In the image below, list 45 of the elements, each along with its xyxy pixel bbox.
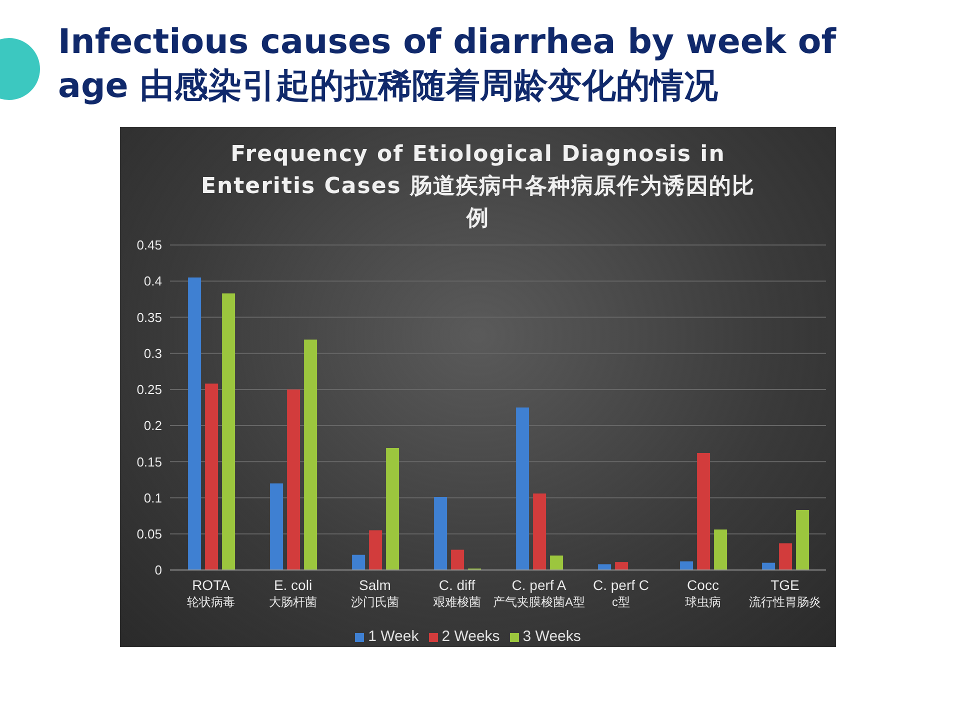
y-tick-label: 0.2 bbox=[144, 418, 162, 434]
bar bbox=[369, 530, 382, 570]
y-tick-label: 0.4 bbox=[144, 274, 162, 289]
x-tick-label: Cocc 球虫病 bbox=[685, 577, 721, 609]
bar bbox=[451, 550, 464, 570]
bar bbox=[779, 543, 792, 570]
x-tick-label: C. diff 艰难梭菌 bbox=[433, 577, 481, 609]
y-tick-label: 0.05 bbox=[136, 526, 162, 542]
bar bbox=[615, 562, 628, 570]
y-tick-label: 0.3 bbox=[144, 346, 162, 361]
bar bbox=[352, 554, 366, 570]
bar bbox=[270, 483, 284, 570]
chart-title: Infectious causes of diarrhea by week of age 由感染引起的拉稀随着周龄变化的情况 bbox=[58, 21, 838, 108]
x-tick-label: TGE 流行性胃肠炎 bbox=[749, 577, 821, 609]
legend-label: 1 Week bbox=[368, 628, 419, 645]
bar bbox=[434, 497, 448, 570]
bar bbox=[762, 562, 776, 570]
chart-subtitle: Frequency of Etiological Diagnosis in Enteritis Cases 肠道疾病中各种病原作为诱因的比例 bbox=[200, 141, 756, 233]
bar bbox=[386, 448, 400, 570]
y-tick-label: 0.35 bbox=[136, 310, 162, 325]
legend-label: 3 Weeks bbox=[522, 628, 581, 645]
x-tick-label: Salm 沙门氏菌 bbox=[351, 577, 399, 609]
x-tick-label: C. perf C c型 bbox=[592, 577, 650, 609]
bar bbox=[222, 293, 236, 570]
bar bbox=[796, 510, 810, 570]
y-tick-label: 0.1 bbox=[144, 490, 162, 506]
bar bbox=[598, 564, 612, 570]
bar bbox=[697, 453, 710, 570]
y-tick-label: 0.15 bbox=[136, 454, 162, 470]
bar bbox=[680, 561, 694, 570]
bar bbox=[550, 556, 564, 570]
bar bbox=[205, 384, 218, 570]
bar bbox=[533, 493, 546, 570]
bar bbox=[516, 408, 530, 570]
x-tick-label: E. coli 大肠杆菌 bbox=[269, 577, 317, 609]
y-tick-label: 0.25 bbox=[136, 382, 162, 398]
bar bbox=[304, 340, 318, 570]
bar bbox=[714, 530, 728, 570]
y-tick-label: 0.45 bbox=[136, 238, 162, 253]
bar bbox=[287, 389, 300, 570]
x-tick-label: ROTA 轮状病毒 bbox=[187, 577, 235, 609]
x-tick-label: C. perf A 产气夹膜梭菌A型 bbox=[492, 577, 586, 609]
y-tick-label: 0 bbox=[154, 562, 162, 578]
legend-label: 2 Weeks bbox=[442, 628, 500, 645]
bar bbox=[188, 278, 202, 570]
